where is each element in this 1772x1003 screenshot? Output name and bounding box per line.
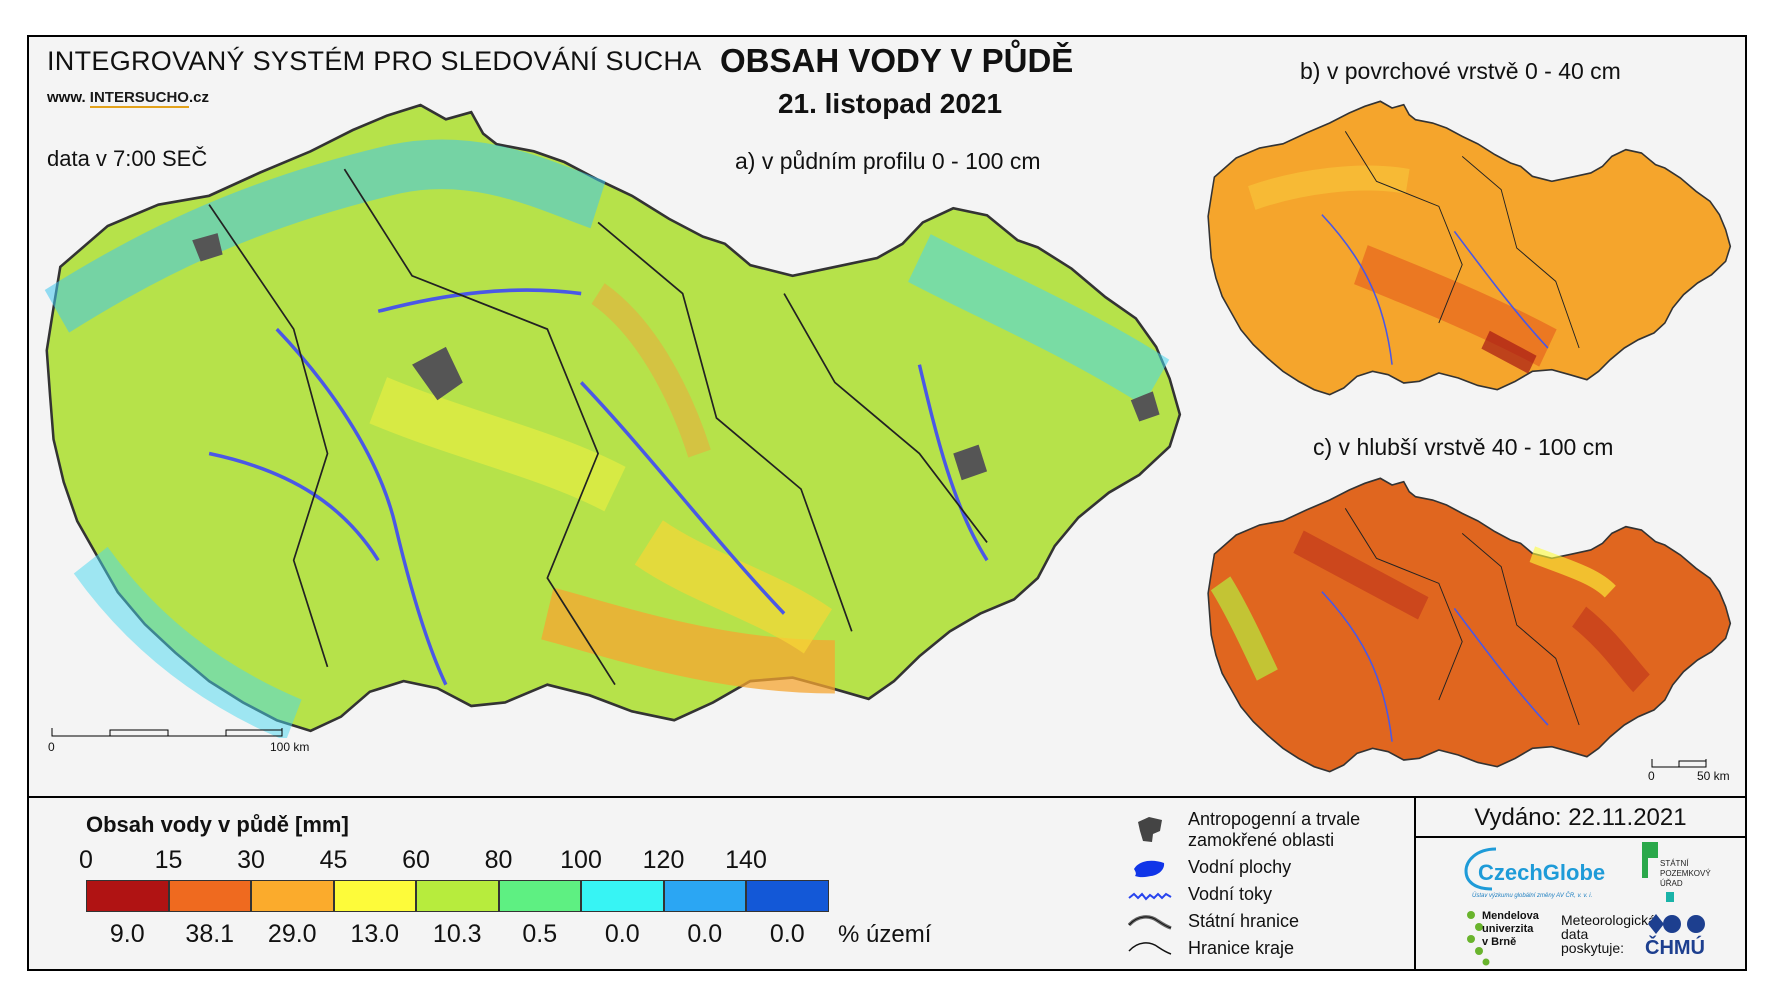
meteo-line1: Meteorologická bbox=[1561, 912, 1656, 928]
meteo-line3: poskytuje: bbox=[1561, 940, 1625, 956]
website-link[interactable]: www. INTERSUCHO.cz bbox=[47, 89, 209, 108]
mendel-line3: v Brně bbox=[1482, 936, 1517, 948]
issued-date: Vydáno: 22.11.2021 bbox=[1474, 804, 1687, 831]
legend-tick-1: 15 bbox=[154, 846, 183, 874]
legend-tick-6: 100 bbox=[560, 846, 602, 874]
legend-swatch-4 bbox=[416, 880, 499, 912]
map-c-label: c) v hlubší vrstvě 40 - 100 cm bbox=[1313, 434, 1614, 460]
issued-separator bbox=[1414, 836, 1747, 838]
system-title: INTEGROVANÝ SYSTÉM PRO SLEDOVÁNÍ SUCHA bbox=[47, 46, 702, 76]
mendel-line2: univerzita bbox=[1482, 923, 1534, 935]
chmu-logo-icon bbox=[1648, 914, 1705, 934]
state-border-icon bbox=[1128, 915, 1172, 930]
main-scale-km: 100 km bbox=[270, 740, 310, 754]
river-icon bbox=[1128, 892, 1172, 901]
legend-percent-6: 0.0 bbox=[604, 920, 640, 948]
legend-swatch-8 bbox=[746, 880, 829, 912]
legend-river: Vodní toky bbox=[1188, 884, 1273, 904]
legend-percent-3: 13.0 bbox=[350, 920, 400, 948]
spu-logo-icon bbox=[1642, 842, 1674, 902]
legend-swatch-2 bbox=[251, 880, 334, 912]
main-scale-bar bbox=[51, 728, 283, 737]
legend-urban-line1: Antropogenní a trvale bbox=[1188, 809, 1361, 829]
surface-layer-map bbox=[1207, 100, 1732, 396]
water-body-icon bbox=[1134, 860, 1165, 878]
czechglobe-logo: CzechGlobe bbox=[1478, 860, 1606, 885]
legend-percent-8: 0.0 bbox=[769, 920, 805, 948]
region-border-icon bbox=[1128, 942, 1172, 955]
meteo-data-text: Meteorologická data poskytuje: bbox=[1561, 913, 1656, 955]
legend-percent-2: 29.0 bbox=[267, 920, 317, 948]
legend-percent-7: 0.0 bbox=[687, 920, 723, 948]
chmu-logo-text: ČHMÚ bbox=[1645, 937, 1705, 959]
website-highlight: INTERSUCHO bbox=[89, 89, 189, 108]
website-suffix: .cz bbox=[188, 89, 209, 106]
legend-percent-1: 38.1 bbox=[185, 920, 235, 948]
legend-tick-7: 120 bbox=[642, 846, 685, 874]
percent-unit: % území bbox=[838, 921, 932, 948]
main-soil-map bbox=[44, 103, 1182, 738]
map-c-fill bbox=[1207, 477, 1732, 773]
data-time: data v 7:00 SEČ bbox=[47, 146, 208, 171]
legend-swatch-6 bbox=[581, 880, 664, 912]
legend-swatch-3 bbox=[333, 880, 416, 912]
legend-swatch-1 bbox=[168, 880, 251, 912]
legend-state-border: Státní hranice bbox=[1188, 911, 1300, 931]
legend-tick-8: 140 bbox=[725, 846, 767, 874]
legend-tick-4: 60 bbox=[402, 846, 430, 874]
legend-divider bbox=[27, 796, 1747, 798]
spu-line2: POZEMKOVÝ bbox=[1660, 869, 1711, 878]
website-prefix: www. bbox=[47, 89, 90, 106]
map-a-label: a) v půdním profilu 0 - 100 cm bbox=[735, 148, 1041, 174]
map-b-fill bbox=[1207, 100, 1732, 396]
urban-area-icon bbox=[1138, 817, 1162, 842]
spu-line1: STÁTNÍ bbox=[1660, 859, 1689, 868]
mendel-logo-text: Mendelova univerzita v Brně bbox=[1482, 910, 1539, 949]
small-scale-bar bbox=[1651, 759, 1707, 768]
legend-tick-2: 30 bbox=[237, 846, 265, 874]
legend-tick-5: 80 bbox=[484, 846, 513, 874]
legend-percent-0: 9.0 bbox=[109, 920, 145, 948]
legend-urban-line2: zamokřené oblasti bbox=[1188, 830, 1335, 850]
mendel-line1: Mendelova bbox=[1482, 910, 1539, 922]
main-date: 21. listopad 2021 bbox=[777, 88, 1003, 119]
legend-swatch-5 bbox=[498, 880, 581, 912]
legend-tick-3: 45 bbox=[319, 846, 348, 874]
legend-swatch-7 bbox=[663, 880, 746, 912]
spu-line3: ÚŘAD bbox=[1660, 879, 1683, 888]
map-b-label: b) v povrchové vrstvě 0 - 40 cm bbox=[1300, 58, 1621, 84]
legend-tick-0: 0 bbox=[79, 846, 93, 874]
small-scale-km: 50 km bbox=[1697, 769, 1730, 783]
legend-title: Obsah vody v půdě [mm] bbox=[86, 812, 349, 837]
issued-box bbox=[1414, 796, 1747, 971]
legend-swatch-0 bbox=[86, 880, 169, 912]
legend-percent-4: 10.3 bbox=[432, 920, 482, 948]
small-scale-zero: 0 bbox=[1648, 769, 1655, 783]
spu-logo-text: STÁTNÍ POZEMKOVÝ ÚŘAD bbox=[1660, 859, 1711, 889]
main-title: OBSAH VODY V PŮDĚ bbox=[720, 42, 1074, 79]
czechglobe-subtitle: Ústav výzkumu globální změny AV ČR, v. v… bbox=[1472, 893, 1593, 899]
deep-layer-map bbox=[1207, 477, 1732, 773]
meteo-line2: data bbox=[1561, 926, 1589, 942]
legend-percent-5: 0.5 bbox=[522, 920, 558, 948]
main-scale-zero: 0 bbox=[48, 740, 55, 754]
mendel-logo-dots-icon bbox=[1467, 911, 1490, 966]
czechglobe-logo-arc-icon bbox=[1464, 847, 1497, 891]
legend-water-body: Vodní plochy bbox=[1188, 857, 1292, 877]
legend-region-border: Hranice kraje bbox=[1188, 938, 1295, 958]
